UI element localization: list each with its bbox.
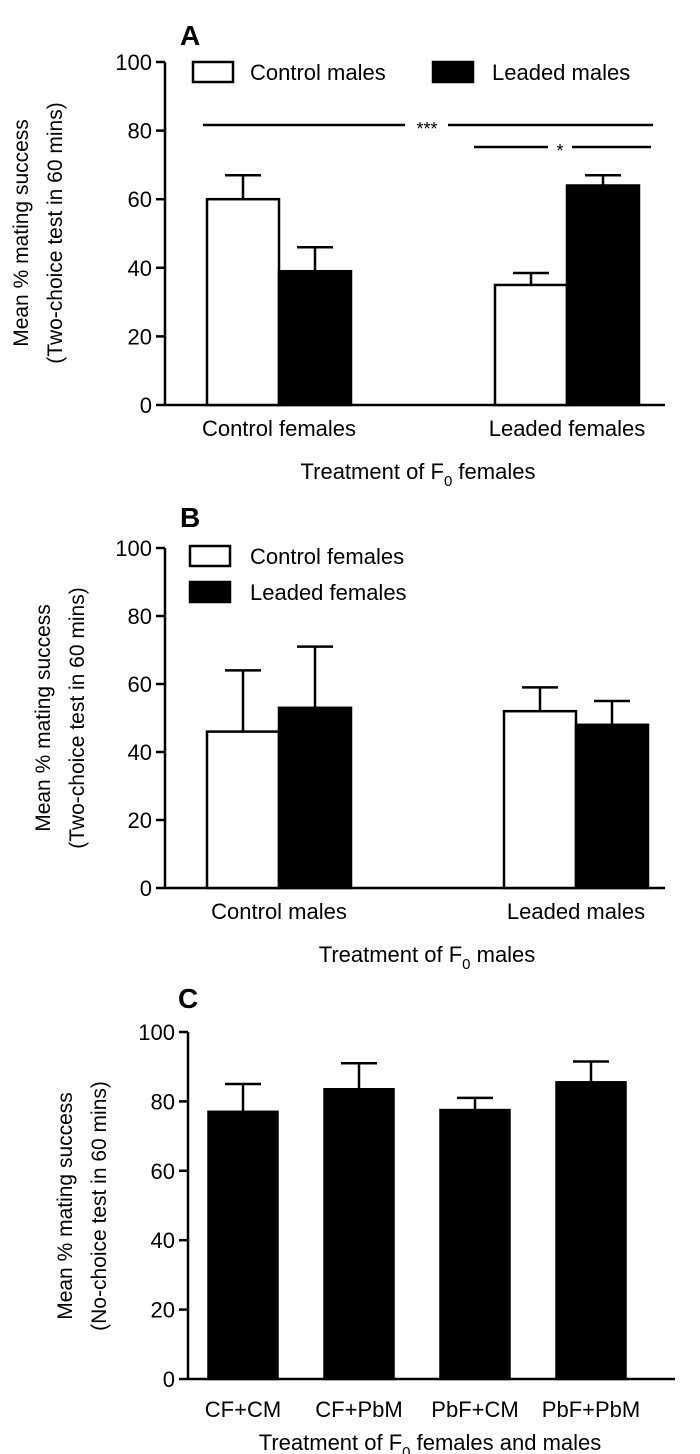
x-tick-label: Leaded males [507,899,645,924]
y-axis-title-2: (No-choice test in 60 mins) [88,1081,111,1331]
x-axis-title: Treatment of F0 females [301,459,536,490]
y-tick-label: 60 [128,672,152,697]
y-tick-label: 100 [115,50,152,75]
bar-cf-cm [207,1110,279,1381]
y-tick-label: 20 [128,324,152,349]
y-tick-label: 80 [128,119,152,144]
x-tick-label: Control females [202,416,356,441]
legend: Control females Leaded females [188,544,407,605]
y-axis-title-line1: Mean % mating success [10,119,33,347]
legend-swatch [188,580,232,604]
x-axis-title-suffix: females [452,459,535,484]
legend-label: Leaded females [250,580,407,605]
x-axis-title-subscript: 0 [444,473,452,490]
y-axis-title-2: (Two-choice test in 60 mins) [44,102,67,363]
bar-control-males-control-females [205,197,281,407]
legend-label: Control males [250,60,386,85]
y-tick-label: 0 [140,393,152,418]
panel-letter: B [180,502,200,533]
y-axis-title: Mean % mating success [54,1092,77,1320]
y-tick-label: 80 [128,604,152,629]
x-axis-title-prefix: Treatment of F [319,942,462,967]
legend-label: Leaded males [492,60,630,85]
y-axis-title-line1: Mean % mating success [54,1092,77,1320]
y-tick-label: 60 [151,1159,175,1184]
legend-swatch [188,544,232,568]
bar-cf-pbm [323,1088,395,1381]
x-axis-title-subscript: 0 [462,956,470,973]
legend: Control males Leaded males [191,60,630,85]
y-axis-title-line2: (Two-choice test in 60 mins) [44,102,67,363]
bar-pbf-pbm [555,1081,627,1381]
y-tick-label: 60 [128,187,152,212]
bar-pbf-cm [439,1108,511,1381]
legend-label: Control females [250,544,404,569]
panel-letter: A [180,20,200,51]
y-tick-label: 40 [151,1228,175,1253]
bar-leaded-females-leaded-males [574,723,650,890]
y-tick-label: 20 [128,808,152,833]
y-tick-label: 40 [128,256,152,281]
x-axis-title: Treatment of F0 females and males [259,1430,602,1454]
x-tick-label: CF+CM [205,1397,281,1422]
x-axis-title-subscript: 0 [402,1444,410,1454]
x-axis-title-suffix: females and males [411,1430,602,1454]
x-tick-label: Leaded females [489,416,646,441]
chart-panel-b: B 0 20 40 60 80 100 Mean % mating success (Two-c… [32,502,665,973]
y-tick-label: 20 [151,1298,175,1323]
y-axis-title: Mean % mating success [32,604,55,832]
chart-panel-a: A 0 20 40 60 80 100 Mean % mating success (Two-c… [10,20,665,490]
x-tick-label: Control males [211,899,347,924]
panel-letter: C [178,983,198,1014]
bar-control-females-leaded-males [502,709,578,890]
x-axis-title-prefix: Treatment of F [301,459,444,484]
y-axis-title-2: (Two-choice test in 60 mins) [66,587,89,848]
y-tick-label: 40 [128,740,152,765]
y-axis-title-line1: Mean % mating success [32,604,55,832]
y-tick-label: 0 [140,876,152,901]
y-tick-label: 80 [151,1089,175,1114]
x-tick-label: PbF+CM [431,1397,518,1422]
significance-label: *** [416,119,437,139]
x-axis-title-prefix: Treatment of F [259,1430,402,1454]
significance-label: * [556,141,563,161]
y-axis-title-line2: (No-choice test in 60 mins) [88,1081,111,1331]
y-tick-label: 100 [115,536,152,561]
x-tick-label: CF+PbM [315,1397,402,1422]
y-tick-label: 0 [163,1367,175,1392]
bar-control-males-leaded-females [493,283,569,407]
bar-leaded-males-leaded-females [565,184,641,407]
y-axis-title-line2: (Two-choice test in 60 mins) [66,587,89,848]
x-axis-title: Treatment of F0 males [319,942,536,973]
legend-swatch [191,60,235,84]
y-axis-title: Mean % mating success [10,119,33,347]
x-tick-label: PbF+PbM [542,1397,640,1422]
bar-leaded-females-control-males [277,706,353,890]
bar-control-females-control-males [205,730,281,890]
chart-panel-c: C 0 20 40 60 80 100 Mean % mating success (No-ch… [54,983,675,1454]
bar-leaded-males-control-females [277,269,353,407]
x-axis-title-suffix: males [471,942,536,967]
y-tick-label: 100 [138,1020,175,1045]
legend-swatch [431,60,475,84]
